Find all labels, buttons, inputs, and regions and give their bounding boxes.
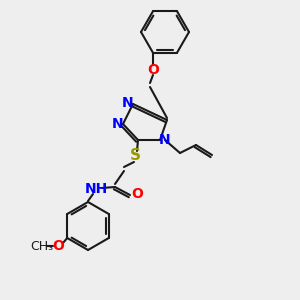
Text: O: O [131, 187, 143, 201]
Text: S: S [130, 148, 140, 164]
Text: N: N [122, 96, 134, 110]
Text: N: N [159, 133, 171, 147]
Text: NH: NH [84, 182, 108, 196]
Text: CH₃: CH₃ [30, 239, 54, 253]
Text: O: O [147, 63, 159, 77]
Text: O: O [52, 239, 64, 253]
Text: N: N [112, 117, 124, 131]
